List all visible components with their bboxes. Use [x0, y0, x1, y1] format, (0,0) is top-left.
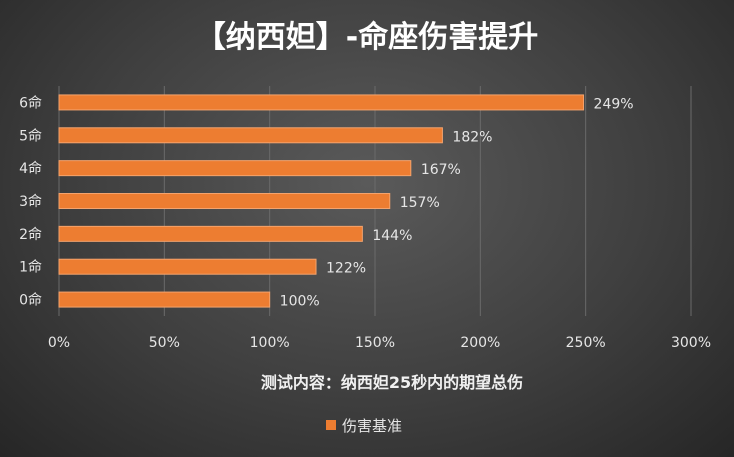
- legend-label: 伤害基准: [342, 417, 402, 435]
- data-label-4: 144%: [372, 228, 412, 244]
- data-label-3: 157%: [400, 195, 440, 211]
- x-tick-label-5: 250%: [566, 335, 606, 351]
- bar-4: [58, 225, 363, 242]
- bars: [58, 94, 585, 308]
- chart-title: 【纳西妲】-命座伤害提升: [196, 20, 538, 55]
- bar-0: [58, 94, 585, 111]
- data-labels: 249% 182% 167% 157% 144% 122% 100%: [280, 96, 634, 309]
- y-tick-label-0: 6命: [19, 94, 42, 111]
- x-axis-title: 测试内容：纳西妲25秒内的期望总伤: [261, 373, 523, 392]
- x-tick-label-1: 50%: [149, 335, 180, 351]
- x-axis-labels: 0% 50% 100% 150% 200% 250% 300%: [48, 335, 711, 351]
- y-tick-label-2: 4命: [19, 160, 42, 177]
- x-tick-label-2: 100%: [250, 335, 290, 351]
- legend: 伤害基准: [326, 417, 402, 435]
- bar-3: [58, 193, 391, 209]
- x-tick-label-3: 150%: [355, 335, 395, 351]
- bar-6: [58, 291, 271, 308]
- data-label-6: 100%: [280, 294, 320, 310]
- y-tick-label-4: 2命: [19, 226, 42, 243]
- legend-swatch: [326, 420, 336, 430]
- x-tick-label-0: 0%: [48, 335, 70, 351]
- x-tick-label-4: 200%: [460, 335, 500, 351]
- y-tick-label-3: 3命: [19, 193, 42, 210]
- y-tick-label-6: 0命: [19, 292, 42, 309]
- data-label-0: 249%: [594, 96, 634, 112]
- y-tick-label-1: 5命: [19, 127, 42, 144]
- y-axis-labels: 6命 5命 4命 3命 2命 1命 0命: [19, 94, 42, 308]
- data-label-5: 122%: [326, 261, 366, 277]
- data-label-1: 182%: [452, 129, 492, 145]
- bar-5: [58, 258, 317, 275]
- bar-2: [58, 160, 412, 177]
- bar-1: [58, 127, 443, 144]
- y-tick-label-5: 1命: [19, 259, 42, 276]
- data-label-2: 167%: [421, 162, 461, 178]
- x-tick-label-6: 300%: [671, 335, 711, 351]
